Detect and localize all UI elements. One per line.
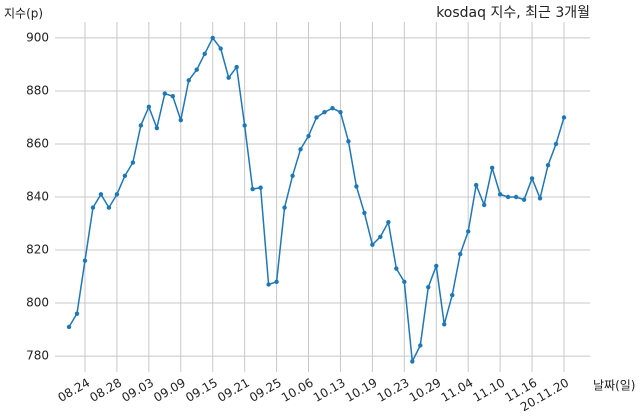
y-tick-label: 880 — [26, 83, 49, 97]
point — [370, 242, 375, 247]
point — [537, 196, 543, 201]
point — [489, 165, 495, 171]
y-tick-label: 900 — [26, 30, 49, 44]
point — [322, 109, 327, 115]
point — [386, 219, 391, 225]
point — [553, 141, 559, 147]
line — [68, 36, 565, 365]
point — [465, 229, 471, 234]
point — [98, 192, 104, 197]
point — [194, 67, 199, 72]
x-tick-label: 08.24 — [55, 376, 92, 405]
point — [450, 292, 455, 298]
y-tick-label: 840 — [26, 190, 49, 204]
point — [178, 117, 183, 123]
y-tick-label: 780 — [26, 349, 49, 363]
point — [250, 186, 255, 192]
x-tick-label: 10.13 — [311, 376, 348, 405]
point — [434, 263, 439, 269]
point — [202, 51, 207, 57]
x-tick-label: 09.21 — [215, 376, 252, 405]
x-tick-label: 10.19 — [343, 376, 380, 405]
x-axis-label: 날짜(일) — [593, 379, 635, 393]
point — [545, 162, 551, 168]
point — [154, 125, 160, 131]
point — [138, 123, 144, 128]
point — [234, 64, 239, 70]
x-tick-label: 09.03 — [119, 376, 156, 405]
point — [74, 311, 80, 316]
point — [90, 205, 96, 210]
x-tick-label: 10.23 — [375, 376, 412, 405]
point — [114, 192, 120, 197]
point — [354, 184, 359, 189]
chart-title: kosdaq 지수, 최근 3개월 — [436, 5, 590, 21]
y-axis-label: 지수(p) — [4, 7, 43, 21]
point — [481, 202, 487, 208]
point — [146, 104, 152, 110]
point — [394, 266, 399, 271]
point — [82, 258, 88, 263]
point — [226, 75, 231, 80]
point — [186, 78, 191, 83]
y-tick-label: 860 — [26, 136, 49, 150]
point — [378, 234, 383, 239]
x-tick-label: 08.28 — [87, 376, 124, 405]
point — [442, 322, 447, 327]
point — [210, 35, 215, 41]
point — [130, 160, 136, 165]
point — [106, 205, 112, 210]
point — [402, 279, 407, 285]
point — [330, 105, 335, 111]
x-tick-label: 10.29 — [407, 376, 444, 405]
point — [242, 123, 247, 128]
y-tick-label: 800 — [26, 296, 49, 310]
point — [66, 324, 72, 330]
point — [274, 279, 279, 285]
point — [314, 115, 319, 120]
point — [505, 194, 511, 200]
point — [290, 173, 295, 178]
point — [346, 139, 351, 144]
point — [218, 46, 223, 51]
point — [418, 343, 423, 348]
point — [162, 91, 168, 96]
point — [338, 109, 343, 115]
y-tick-label: 820 — [26, 243, 49, 257]
point — [410, 359, 415, 364]
point — [170, 94, 175, 99]
point — [473, 182, 479, 188]
point — [306, 133, 311, 139]
point — [266, 282, 271, 287]
x-tick-label: 10.06 — [279, 376, 316, 405]
point — [426, 284, 431, 290]
point — [282, 205, 287, 210]
point — [298, 147, 303, 152]
x-tick-label: 11.10 — [471, 376, 508, 405]
x-tick-label: 09.25 — [247, 376, 284, 405]
point — [513, 194, 519, 200]
point — [362, 210, 367, 216]
point — [122, 173, 128, 178]
point — [458, 251, 463, 257]
point — [497, 192, 503, 197]
x-tick-label: 09.09 — [151, 376, 188, 405]
x-tick-label: 11.04 — [439, 376, 476, 405]
point — [521, 197, 527, 202]
point — [258, 185, 263, 190]
point — [561, 115, 567, 120]
x-tick-label: 09.15 — [183, 376, 220, 405]
point — [529, 176, 535, 181]
